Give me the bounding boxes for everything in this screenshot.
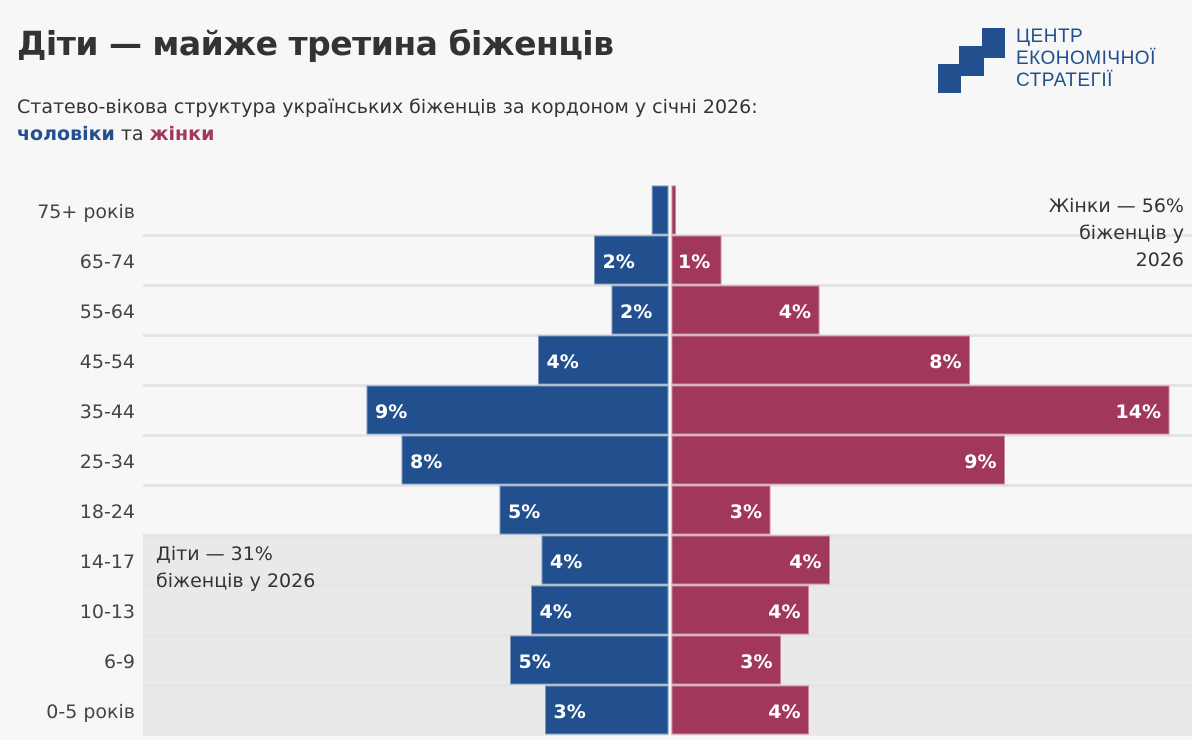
bar-female (671, 435, 1005, 485)
age-group-label: 14-17 (80, 551, 135, 573)
bar-label-female: 14% (1116, 401, 1161, 423)
bar-label-male: 4% (540, 601, 572, 623)
bar-female (671, 185, 676, 235)
bar-label-female: 3% (740, 651, 772, 673)
age-group-label: 6-9 (104, 651, 135, 673)
annotation-line: біженців у (1079, 222, 1184, 244)
bar-label-male: 4% (550, 551, 582, 573)
logo: ЦЕНТР ЕКОНОМІЧНОЇ СТРАТЕГІЇ (936, 26, 1186, 98)
bar-label-female: 4% (768, 601, 800, 623)
legend-female: жінки (149, 123, 215, 145)
bar-female (671, 385, 1170, 435)
bar-male (611, 285, 669, 335)
bar-label-male: 3% (554, 701, 586, 723)
annotation-women: Жінки — 56% біженців у 2026 (1004, 193, 1184, 274)
bar-label-female: 8% (929, 351, 961, 373)
bar-label-female: 1% (678, 251, 710, 273)
logo-text: ЦЕНТР ЕКОНОМІЧНОЇ СТРАТЕГІЇ (1016, 26, 1156, 92)
age-group-label: 18-24 (80, 501, 135, 523)
bar-male (538, 335, 669, 385)
bar-female (671, 485, 771, 535)
age-group-label: 10-13 (80, 601, 135, 623)
bar-label-male: 8% (410, 451, 442, 473)
bar-male (545, 685, 669, 735)
annotation-line: Жінки — 56% (1048, 195, 1184, 217)
bar-label-female: 4% (768, 701, 800, 723)
bar-female (671, 635, 781, 685)
bar-label-female: 9% (964, 451, 996, 473)
legend-male: чоловіки (17, 123, 115, 145)
bar-male (531, 585, 669, 635)
logo-line: СТРАТЕГІЇ (1016, 70, 1113, 91)
bar-male (499, 485, 669, 535)
age-group-label: 45-54 (80, 351, 135, 373)
staircase-logo-icon (938, 28, 1005, 93)
age-group-label: 65-74 (80, 251, 135, 273)
bar-male (541, 535, 669, 585)
age-group-label: 25-34 (80, 451, 135, 473)
subtitle-line: Статево-вікова структура українських біж… (17, 96, 758, 118)
bar-label-male: 4% (547, 351, 579, 373)
annotation-line: Діти — 31% (156, 543, 273, 565)
subtitle: Статево-вікова структура українських біж… (17, 94, 758, 148)
bar-female (671, 335, 970, 385)
annotation-children: Діти — 31% біженців у 2026 (156, 541, 356, 595)
bar-male (366, 385, 669, 435)
bar-female (671, 685, 809, 735)
bar-female (671, 535, 830, 585)
bar-female (671, 285, 820, 335)
bar-male (651, 185, 669, 235)
bar-label-female: 3% (730, 501, 762, 523)
age-group-label: 35-44 (80, 401, 135, 423)
bar-label-male: 5% (508, 501, 540, 523)
bar-label-female: 4% (789, 551, 821, 573)
bar-male (594, 235, 669, 285)
bar-male (510, 635, 669, 685)
bar-label-male: 2% (620, 301, 652, 323)
bar-label-female: 4% (779, 301, 811, 323)
center-axis (669, 186, 671, 736)
logo-line: ЦЕНТР (1016, 26, 1084, 47)
page-title: Діти — майже третина біженців (17, 24, 614, 63)
bar-female (671, 235, 722, 285)
annotation-line: 2026 (1135, 249, 1184, 271)
annotation-line: біженців у 2026 (156, 570, 316, 592)
bar-label-male: 2% (603, 251, 635, 273)
bar-label-male: 5% (519, 651, 551, 673)
logo-line: ЕКОНОМІЧНОЇ (1016, 48, 1156, 69)
age-group-label: 0-5 років (46, 701, 135, 723)
bar-label-male: 9% (375, 401, 407, 423)
bar-male (401, 435, 669, 485)
legend: чоловіки та жінки (17, 121, 758, 148)
bar-female (671, 585, 809, 635)
legend-conjunction: та (120, 123, 144, 145)
age-group-label: 75+ років (37, 201, 135, 223)
age-group-label: 55-64 (80, 301, 135, 323)
